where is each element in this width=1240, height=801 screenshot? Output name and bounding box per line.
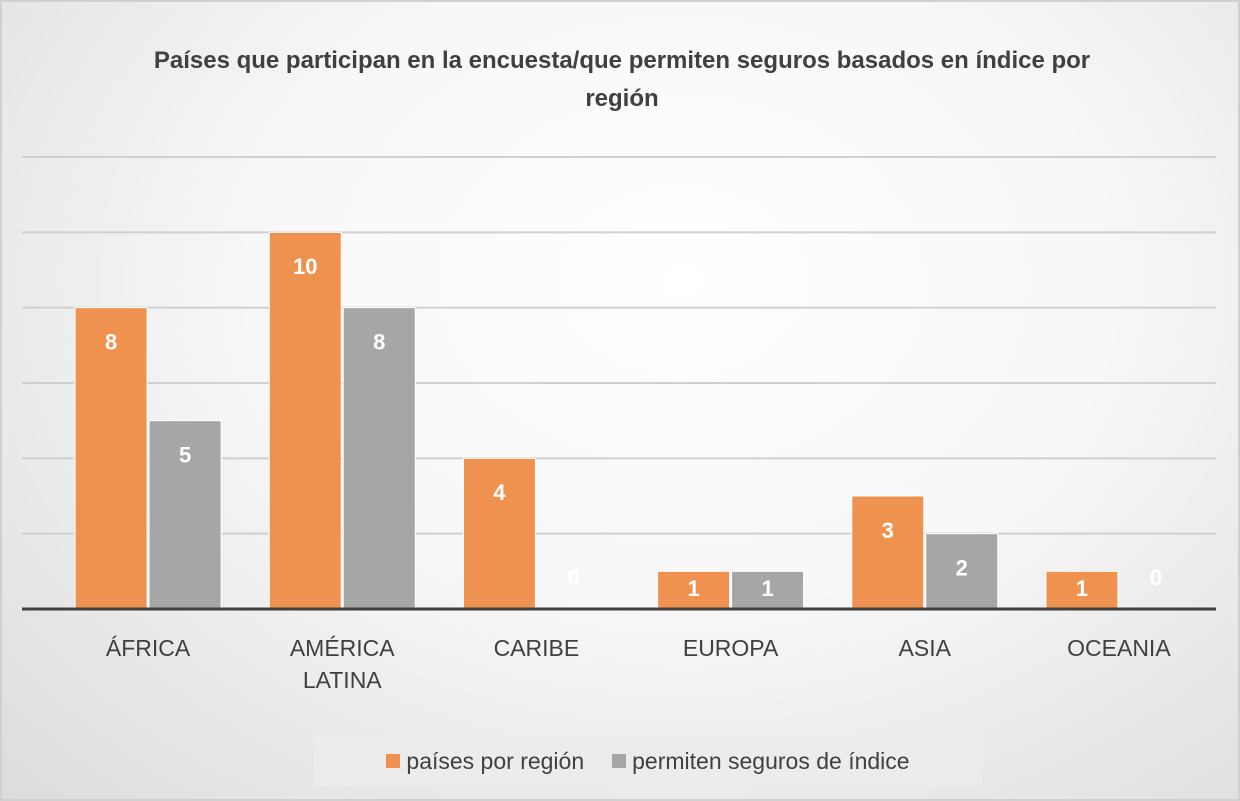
x-tick-label: AMÉRICA LATINA	[289, 635, 395, 693]
legend-swatch	[386, 754, 401, 768]
x-tick-label: OCEANIA	[1067, 635, 1171, 661]
legend-swatch	[612, 754, 627, 768]
bar	[342, 307, 416, 610]
x-tick-label: CARIBE	[493, 635, 580, 661]
data-label: 1	[687, 576, 699, 601]
data-label: 3	[882, 518, 894, 543]
bar	[851, 495, 925, 610]
data-label: 0	[567, 565, 579, 590]
bar	[74, 307, 148, 610]
x-tick-label: ÁFRICA	[105, 635, 191, 661]
legend-item: países por región	[386, 748, 584, 775]
x-tick-label: EUROPA	[682, 635, 779, 661]
data-label: 8	[105, 329, 117, 354]
data-label: 0	[1150, 565, 1162, 590]
legend-label: países por región	[406, 747, 585, 774]
bar	[148, 420, 222, 610]
data-label: 2	[956, 555, 968, 580]
data-label: 1	[761, 576, 773, 601]
data-label: 4	[493, 480, 506, 505]
legend-item: permiten seguros de índice	[612, 747, 910, 775]
legend: países por región permiten seguros de índ…	[314, 736, 982, 786]
data-label: 1	[1076, 576, 1088, 601]
data-label: 8	[373, 329, 385, 354]
bar	[925, 533, 999, 610]
chart-title: Países que participan en la encuesta/que…	[153, 47, 1091, 112]
bar	[657, 570, 731, 610]
x-tick-label: ASIA	[898, 635, 951, 661]
bar	[1045, 570, 1119, 610]
data-label: 10	[293, 254, 317, 279]
data-label: 5	[179, 442, 191, 467]
legend-label: permiten seguros de índice	[632, 747, 910, 774]
bar	[268, 231, 342, 610]
